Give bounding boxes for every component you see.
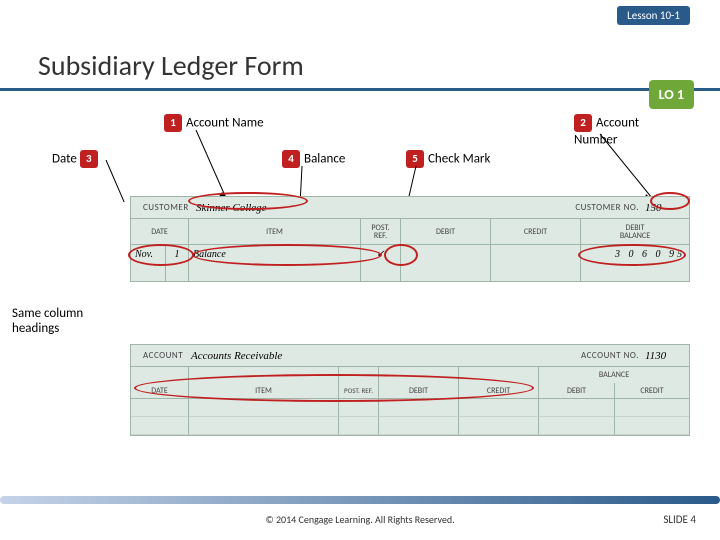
same-column-note: Same column headings bbox=[12, 306, 112, 336]
callout-4: 4Balance bbox=[282, 150, 345, 168]
ledger2-cols-2: DATE ITEM POST. REF. DEBIT CREDIT DEBIT … bbox=[131, 383, 689, 399]
account-number: 1130 bbox=[639, 350, 689, 362]
ledger1-columns: DATE ITEM POST.REF. DEBIT CREDIT DEBITBA… bbox=[131, 219, 689, 245]
badge-5: 5 bbox=[406, 150, 424, 168]
badge-3: 3 bbox=[80, 150, 98, 168]
customer-number: 150 bbox=[639, 202, 689, 214]
ledger1-header: CUSTOMER Skinner College CUSTOMER NO. 15… bbox=[131, 197, 689, 219]
callout-1: 1Account Name bbox=[164, 114, 264, 132]
check-mark: ✓ bbox=[361, 245, 401, 263]
ledger1-row: Nov. 1 Balance ✓ 3 0 6 0 95 bbox=[131, 245, 689, 263]
ledger-customer: CUSTOMER Skinner College CUSTOMER NO. 15… bbox=[130, 196, 690, 282]
copyright: © 2014 Cengage Learning. All Rights Rese… bbox=[0, 513, 720, 526]
customer-name: Skinner College bbox=[196, 202, 549, 214]
badge-1: 1 bbox=[164, 114, 182, 132]
footer-bar bbox=[0, 496, 720, 504]
page-title: Subsidiary Ledger Form bbox=[38, 48, 304, 83]
badge-2: 2 bbox=[574, 114, 592, 132]
lo-badge: LO 1 bbox=[649, 80, 694, 109]
ledger2-cols-1: BALANCE bbox=[131, 367, 689, 383]
slide-number: SLIDE 4 bbox=[663, 513, 696, 526]
lesson-tag: Lesson 10-1 bbox=[617, 6, 690, 25]
callout-2: 2Account Number bbox=[574, 114, 684, 147]
ledger1-blank bbox=[131, 263, 689, 281]
badge-4: 4 bbox=[282, 150, 300, 168]
callout-5: 5Check Mark bbox=[406, 150, 490, 168]
arrow-3 bbox=[102, 122, 132, 202]
callout-3: Date 3 bbox=[52, 150, 102, 168]
ledger-general: ACCOUNT Accounts Receivable ACCOUNT NO. … bbox=[130, 344, 690, 436]
balance-value: 3 0 6 0 95 bbox=[581, 245, 689, 263]
arrow-1 bbox=[190, 126, 230, 202]
ledger2-header: ACCOUNT Accounts Receivable ACCOUNT NO. … bbox=[131, 345, 689, 367]
title-underline bbox=[0, 88, 720, 91]
account-name: Accounts Receivable bbox=[191, 350, 549, 362]
